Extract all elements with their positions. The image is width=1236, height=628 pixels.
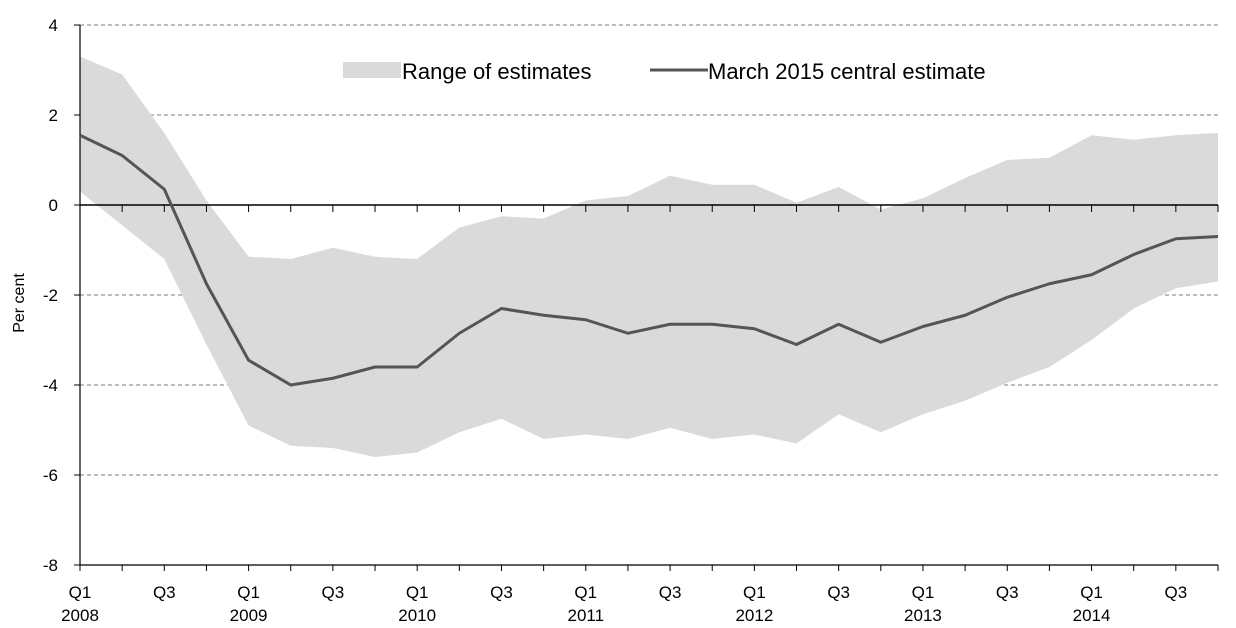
x-tick-label-quarter: Q3 bbox=[490, 583, 513, 602]
x-tick-label-year: 2013 bbox=[904, 606, 942, 625]
x-tick-label-quarter: Q1 bbox=[237, 583, 260, 602]
y-tick-label: 2 bbox=[49, 106, 58, 125]
y-tick-label: -2 bbox=[43, 286, 58, 305]
legend-label-central: March 2015 central estimate bbox=[708, 59, 986, 84]
x-tick-label-year: 2010 bbox=[398, 606, 436, 625]
x-tick-label-quarter: Q3 bbox=[659, 583, 682, 602]
x-tick-label-quarter: Q1 bbox=[406, 583, 429, 602]
x-tick-label-year: 2008 bbox=[61, 606, 99, 625]
x-tick-label-quarter: Q1 bbox=[574, 583, 597, 602]
x-tick-label-quarter: Q3 bbox=[153, 583, 176, 602]
legend: Range of estimates March 2015 central es… bbox=[343, 59, 986, 84]
legend-label-range: Range of estimates bbox=[402, 59, 592, 84]
axes bbox=[74, 24, 1219, 571]
x-tick-labels: Q1 2008 Q3 Q1 2009 Q3 Q1 2010 Q3 Q1 2011 Q3 Q1 2012 Q3… bbox=[61, 583, 1187, 625]
x-tick-label-year: 2014 bbox=[1073, 606, 1111, 625]
y-tick-label: -6 bbox=[43, 466, 58, 485]
x-tick-label-quarter: Q1 bbox=[69, 583, 92, 602]
x-tick-label-quarter: Q1 bbox=[1080, 583, 1103, 602]
x-tick-label-year: 2009 bbox=[230, 606, 268, 625]
x-tick-label-year: 2012 bbox=[735, 606, 773, 625]
central-estimate-line bbox=[79, 133, 1219, 387]
x-tick-label-quarter: Q1 bbox=[912, 583, 935, 602]
y-tick-labels: 4 2 0 -2 -4 -6 -8 bbox=[43, 16, 58, 575]
x-tick-label-quarter: Q3 bbox=[322, 583, 345, 602]
y-tick-label: -4 bbox=[43, 376, 58, 395]
range-of-estimates-band bbox=[80, 56, 1218, 457]
x-tick-label-quarter: Q1 bbox=[743, 583, 766, 602]
y-axis-title: Per cent bbox=[11, 273, 28, 333]
x-tick-label-quarter: Q3 bbox=[996, 583, 1019, 602]
y-tick-label: 0 bbox=[49, 196, 58, 215]
y-tick-label: -8 bbox=[43, 556, 58, 575]
y-tick-label: 4 bbox=[49, 16, 58, 35]
x-tick-label-quarter: Q3 bbox=[1165, 583, 1188, 602]
legend-swatch-range bbox=[343, 62, 401, 78]
x-tick-label-year: 2011 bbox=[567, 606, 604, 625]
x-tick-label-quarter: Q3 bbox=[827, 583, 850, 602]
